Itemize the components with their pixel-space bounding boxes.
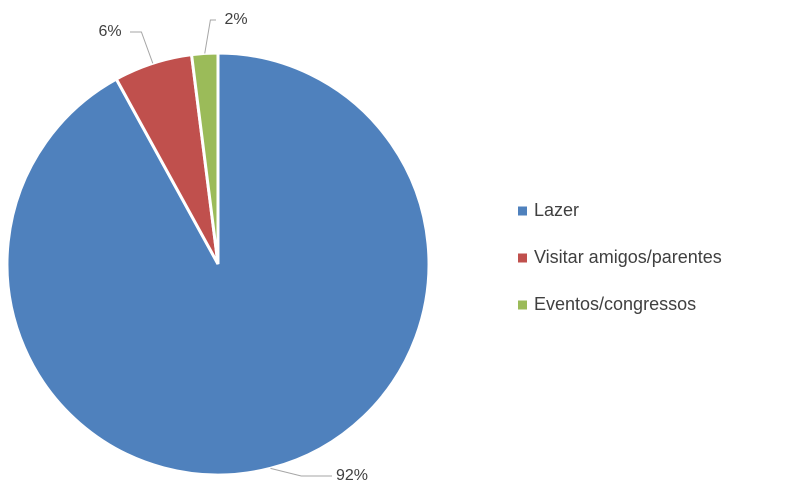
data-label: 6% (98, 23, 121, 40)
legend-label: Eventos/congressos (534, 294, 696, 314)
leader-line (204, 19, 216, 54)
legend-label: Lazer (534, 200, 579, 220)
data-label: 92% (336, 467, 368, 484)
legend-swatch (518, 300, 527, 310)
legend-label: Visitar amigos/parentes (534, 247, 722, 267)
data-label: 2% (224, 11, 247, 28)
legend-swatch (518, 206, 527, 216)
legend-swatch (518, 253, 527, 263)
leader-line (130, 31, 154, 64)
leader-line (270, 467, 332, 477)
